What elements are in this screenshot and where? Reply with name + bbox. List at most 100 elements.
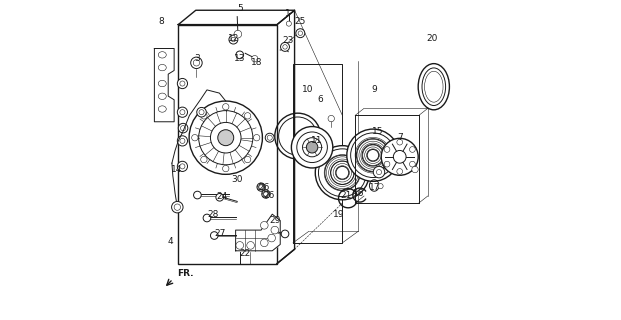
Text: 26: 26: [263, 190, 274, 200]
Circle shape: [229, 35, 238, 44]
Circle shape: [397, 169, 402, 174]
Circle shape: [253, 134, 260, 141]
Circle shape: [203, 214, 211, 222]
Circle shape: [283, 45, 288, 49]
Circle shape: [178, 107, 188, 117]
Circle shape: [271, 226, 279, 234]
Polygon shape: [293, 64, 358, 243]
Text: 6: 6: [317, 95, 323, 104]
Text: 9: 9: [371, 85, 377, 94]
Circle shape: [376, 170, 381, 175]
Text: 11: 11: [310, 136, 322, 145]
Circle shape: [216, 194, 224, 201]
Polygon shape: [178, 10, 294, 25]
Circle shape: [245, 113, 251, 119]
Circle shape: [260, 239, 268, 247]
Text: 25: 25: [294, 17, 306, 26]
Circle shape: [281, 43, 289, 51]
Ellipse shape: [158, 80, 166, 87]
Circle shape: [193, 60, 199, 66]
Circle shape: [265, 133, 274, 142]
Circle shape: [236, 51, 243, 59]
Text: 28: 28: [207, 210, 219, 219]
Circle shape: [336, 166, 349, 179]
Text: 21: 21: [340, 190, 351, 200]
Circle shape: [201, 113, 207, 119]
Text: 26: 26: [258, 183, 270, 192]
Circle shape: [191, 57, 202, 68]
Text: 13: 13: [234, 53, 245, 62]
Text: 10: 10: [302, 85, 313, 94]
Circle shape: [267, 135, 272, 140]
Circle shape: [199, 111, 253, 165]
Circle shape: [247, 242, 255, 249]
Circle shape: [412, 166, 418, 173]
Circle shape: [409, 161, 415, 167]
Text: 17: 17: [368, 183, 380, 192]
Circle shape: [259, 185, 263, 189]
Circle shape: [234, 30, 242, 38]
Circle shape: [298, 31, 302, 36]
Circle shape: [231, 37, 235, 42]
Ellipse shape: [158, 52, 166, 58]
Circle shape: [286, 21, 291, 26]
Circle shape: [180, 138, 185, 143]
Circle shape: [373, 166, 385, 178]
Text: 7: 7: [397, 133, 402, 142]
Circle shape: [189, 101, 263, 174]
Circle shape: [268, 234, 276, 242]
Circle shape: [262, 190, 270, 198]
Circle shape: [347, 129, 399, 181]
Circle shape: [297, 132, 327, 163]
Polygon shape: [277, 10, 294, 264]
Circle shape: [178, 161, 188, 172]
Circle shape: [367, 149, 379, 161]
Circle shape: [315, 146, 369, 200]
Circle shape: [302, 138, 322, 157]
Text: FR.: FR.: [177, 269, 193, 278]
Ellipse shape: [158, 93, 166, 100]
Circle shape: [199, 110, 204, 115]
Circle shape: [211, 123, 241, 153]
Circle shape: [222, 165, 229, 172]
Circle shape: [291, 126, 333, 168]
Circle shape: [180, 164, 185, 169]
Text: 29: 29: [270, 216, 281, 225]
Text: 20: 20: [426, 35, 437, 44]
Circle shape: [178, 123, 188, 133]
Circle shape: [218, 130, 233, 146]
Ellipse shape: [158, 64, 166, 71]
Circle shape: [393, 150, 406, 163]
Circle shape: [281, 230, 289, 238]
Circle shape: [381, 138, 418, 175]
Circle shape: [257, 183, 265, 191]
Circle shape: [211, 232, 218, 239]
Circle shape: [260, 221, 268, 229]
Polygon shape: [155, 49, 174, 122]
Circle shape: [194, 191, 201, 199]
Circle shape: [197, 108, 206, 117]
Polygon shape: [235, 214, 280, 251]
Text: 8: 8: [158, 17, 163, 26]
Text: 18: 18: [251, 58, 262, 67]
Ellipse shape: [158, 106, 166, 112]
Text: 14: 14: [171, 165, 183, 174]
Circle shape: [236, 242, 243, 249]
Circle shape: [384, 161, 390, 167]
Circle shape: [252, 55, 258, 62]
Circle shape: [171, 201, 183, 213]
Circle shape: [397, 139, 402, 145]
Circle shape: [384, 147, 390, 152]
Text: 4: 4: [168, 237, 173, 246]
Circle shape: [181, 125, 186, 131]
Circle shape: [192, 134, 198, 141]
Text: 19: 19: [333, 210, 345, 219]
Circle shape: [296, 29, 305, 38]
Circle shape: [180, 110, 185, 115]
Text: 5: 5: [237, 4, 243, 13]
Bar: [178, 25, 277, 264]
Text: 24: 24: [216, 192, 227, 201]
Circle shape: [222, 104, 229, 110]
Circle shape: [180, 81, 185, 86]
Text: 3: 3: [194, 53, 200, 62]
